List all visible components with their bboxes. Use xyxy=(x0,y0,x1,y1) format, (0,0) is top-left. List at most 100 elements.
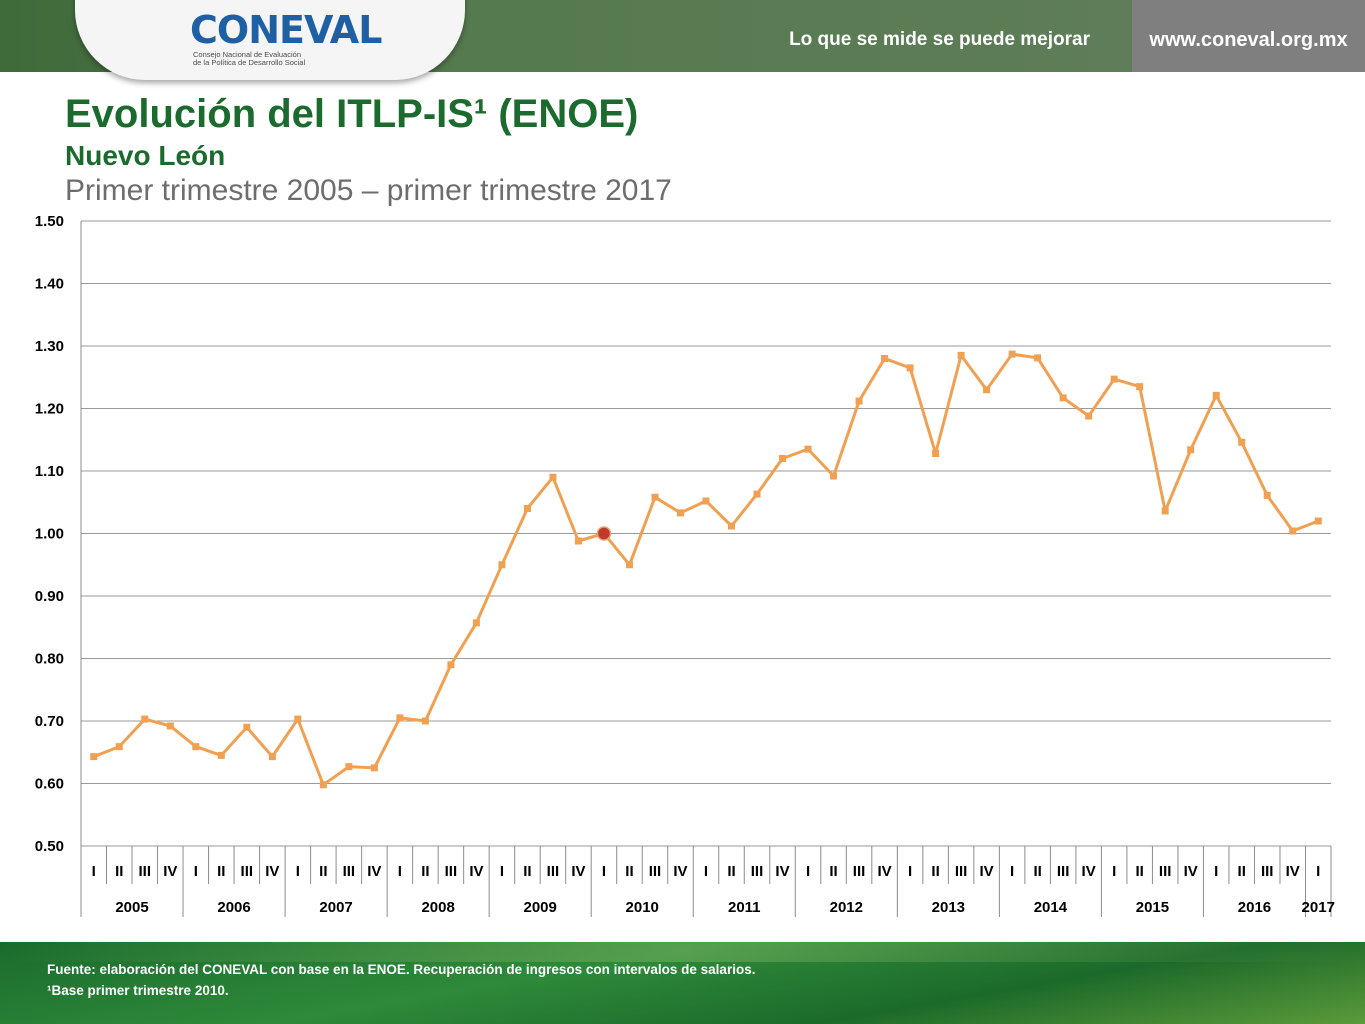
x-tick-label-quarter: IV xyxy=(673,863,687,880)
x-tick-label-quarter: II xyxy=(217,863,225,880)
logo-tab xyxy=(75,0,465,80)
x-tick-label-quarter: IV xyxy=(367,863,381,880)
x-tick-label-quarter: IV xyxy=(163,863,177,880)
x-tick-label-year: 2017 xyxy=(1302,899,1335,916)
x-tick-label-quarter: II xyxy=(625,863,633,880)
x-tick-label-quarter: IV xyxy=(469,863,483,880)
data-point xyxy=(192,743,200,751)
data-point xyxy=(625,561,633,569)
data-point xyxy=(779,455,787,462)
y-tick-label: 1.40 xyxy=(35,276,64,293)
y-tick-label: 1.20 xyxy=(35,401,64,418)
data-point xyxy=(523,505,531,512)
data-point xyxy=(115,743,123,751)
data-point xyxy=(268,753,276,761)
website-link[interactable]: www.coneval.org.mx xyxy=(1149,29,1348,51)
data-point xyxy=(804,445,812,453)
data-point xyxy=(932,450,940,457)
x-tick-label-quarter: I xyxy=(908,863,912,880)
x-tick-label-quarter: I xyxy=(602,863,606,880)
y-tick-label: 0.50 xyxy=(35,838,64,855)
x-tick-label-quarter: II xyxy=(523,863,531,880)
y-tick-label: 0.60 xyxy=(35,776,64,793)
chart-period: Primer trimestre 2005 – primer trimestre… xyxy=(65,174,672,207)
x-tick-label-quarter: I xyxy=(1214,863,1218,880)
x-tick-label-quarter: II xyxy=(1238,863,1246,880)
data-point xyxy=(753,490,761,498)
footer-bar xyxy=(0,942,1365,1024)
x-tick-label-quarter: III xyxy=(241,863,254,880)
data-point xyxy=(549,473,557,481)
x-tick-label-quarter: III xyxy=(1057,863,1070,880)
x-tick-label-quarter: I xyxy=(1112,863,1116,880)
data-point xyxy=(702,497,710,505)
x-tick-label-year: 2014 xyxy=(1034,899,1068,916)
x-tick-label-quarter: III xyxy=(1159,863,1172,880)
x-tick-label-quarter: I xyxy=(194,863,198,880)
x-tick-label-quarter: II xyxy=(1033,863,1041,880)
y-tick-label: 1.00 xyxy=(35,526,64,543)
x-tick-label-year: 2013 xyxy=(932,899,965,916)
x-tick-label-quarter: III xyxy=(853,863,866,880)
logo-subtitle-line-2: de la Política de Desarrollo Social xyxy=(193,58,306,67)
data-point xyxy=(1161,507,1169,515)
data-point xyxy=(574,537,582,545)
x-tick-label-quarter: II xyxy=(829,863,837,880)
slogan-text: Lo que se mide se puede mejorar xyxy=(789,29,1090,50)
data-point xyxy=(728,522,736,530)
x-tick-label-quarter: IV xyxy=(1286,863,1300,880)
data-point xyxy=(855,397,863,405)
data-point xyxy=(498,561,506,569)
x-tick-label-quarter: III xyxy=(955,863,968,880)
data-point xyxy=(294,715,302,723)
y-tick-label: 0.90 xyxy=(35,588,64,605)
url-box xyxy=(1132,0,1365,72)
data-point xyxy=(676,509,684,517)
data-point xyxy=(1238,438,1246,446)
x-tick-label-quarter: I xyxy=(398,863,402,880)
x-tick-label-quarter: I xyxy=(806,863,810,880)
x-tick-label-quarter: I xyxy=(1010,863,1014,880)
data-point xyxy=(1212,391,1220,399)
x-tick-label-year: 2007 xyxy=(319,899,352,916)
x-tick-label-quarter: I xyxy=(92,863,96,880)
data-point xyxy=(983,386,991,394)
data-point xyxy=(1008,350,1016,358)
x-tick-label-quarter: III xyxy=(649,863,662,880)
data-point xyxy=(243,723,251,731)
data-point xyxy=(472,619,480,627)
x-tick-label-quarter: II xyxy=(421,863,429,880)
x-tick-label-quarter: I xyxy=(1316,863,1320,880)
x-tick-label-quarter: III xyxy=(139,863,152,880)
data-point xyxy=(1314,517,1322,525)
logo-subtitle-line-1: Consejo Nacional de Evaluación xyxy=(193,50,301,59)
data-point xyxy=(957,351,965,359)
data-point xyxy=(1187,446,1195,454)
x-tick-label-quarter: II xyxy=(319,863,327,880)
coneval-logo[interactable]: CONEVAL xyxy=(190,8,382,52)
x-tick-label-year: 2008 xyxy=(421,899,454,916)
data-point xyxy=(1263,491,1271,499)
x-tick-label-year: 2009 xyxy=(523,899,556,916)
y-tick-label: 1.50 xyxy=(35,213,64,230)
x-tick-label-year: 2010 xyxy=(626,899,659,916)
data-point xyxy=(370,764,378,772)
x-tick-label-quarter: III xyxy=(1261,863,1274,880)
y-tick-label: 1.30 xyxy=(35,338,64,355)
data-point xyxy=(651,493,659,501)
x-tick-label-quarter: IV xyxy=(877,863,891,880)
source-note: Fuente: elaboración del CONEVAL con base… xyxy=(47,962,756,977)
x-tick-label-quarter: I xyxy=(500,863,504,880)
x-tick-label-year: 2006 xyxy=(217,899,250,916)
x-tick-label-quarter: IV xyxy=(775,863,789,880)
x-tick-label-quarter: II xyxy=(115,863,123,880)
x-tick-label-quarter: III xyxy=(547,863,560,880)
data-point xyxy=(345,763,353,771)
x-tick-label-year: 2016 xyxy=(1238,899,1271,916)
x-tick-label-quarter: II xyxy=(931,863,939,880)
x-tick-label-quarter: IV xyxy=(265,863,279,880)
series-line xyxy=(93,352,1319,787)
y-tick-label: 0.70 xyxy=(35,713,64,730)
x-tick-label-year: 2015 xyxy=(1136,899,1169,916)
data-point xyxy=(90,753,98,761)
